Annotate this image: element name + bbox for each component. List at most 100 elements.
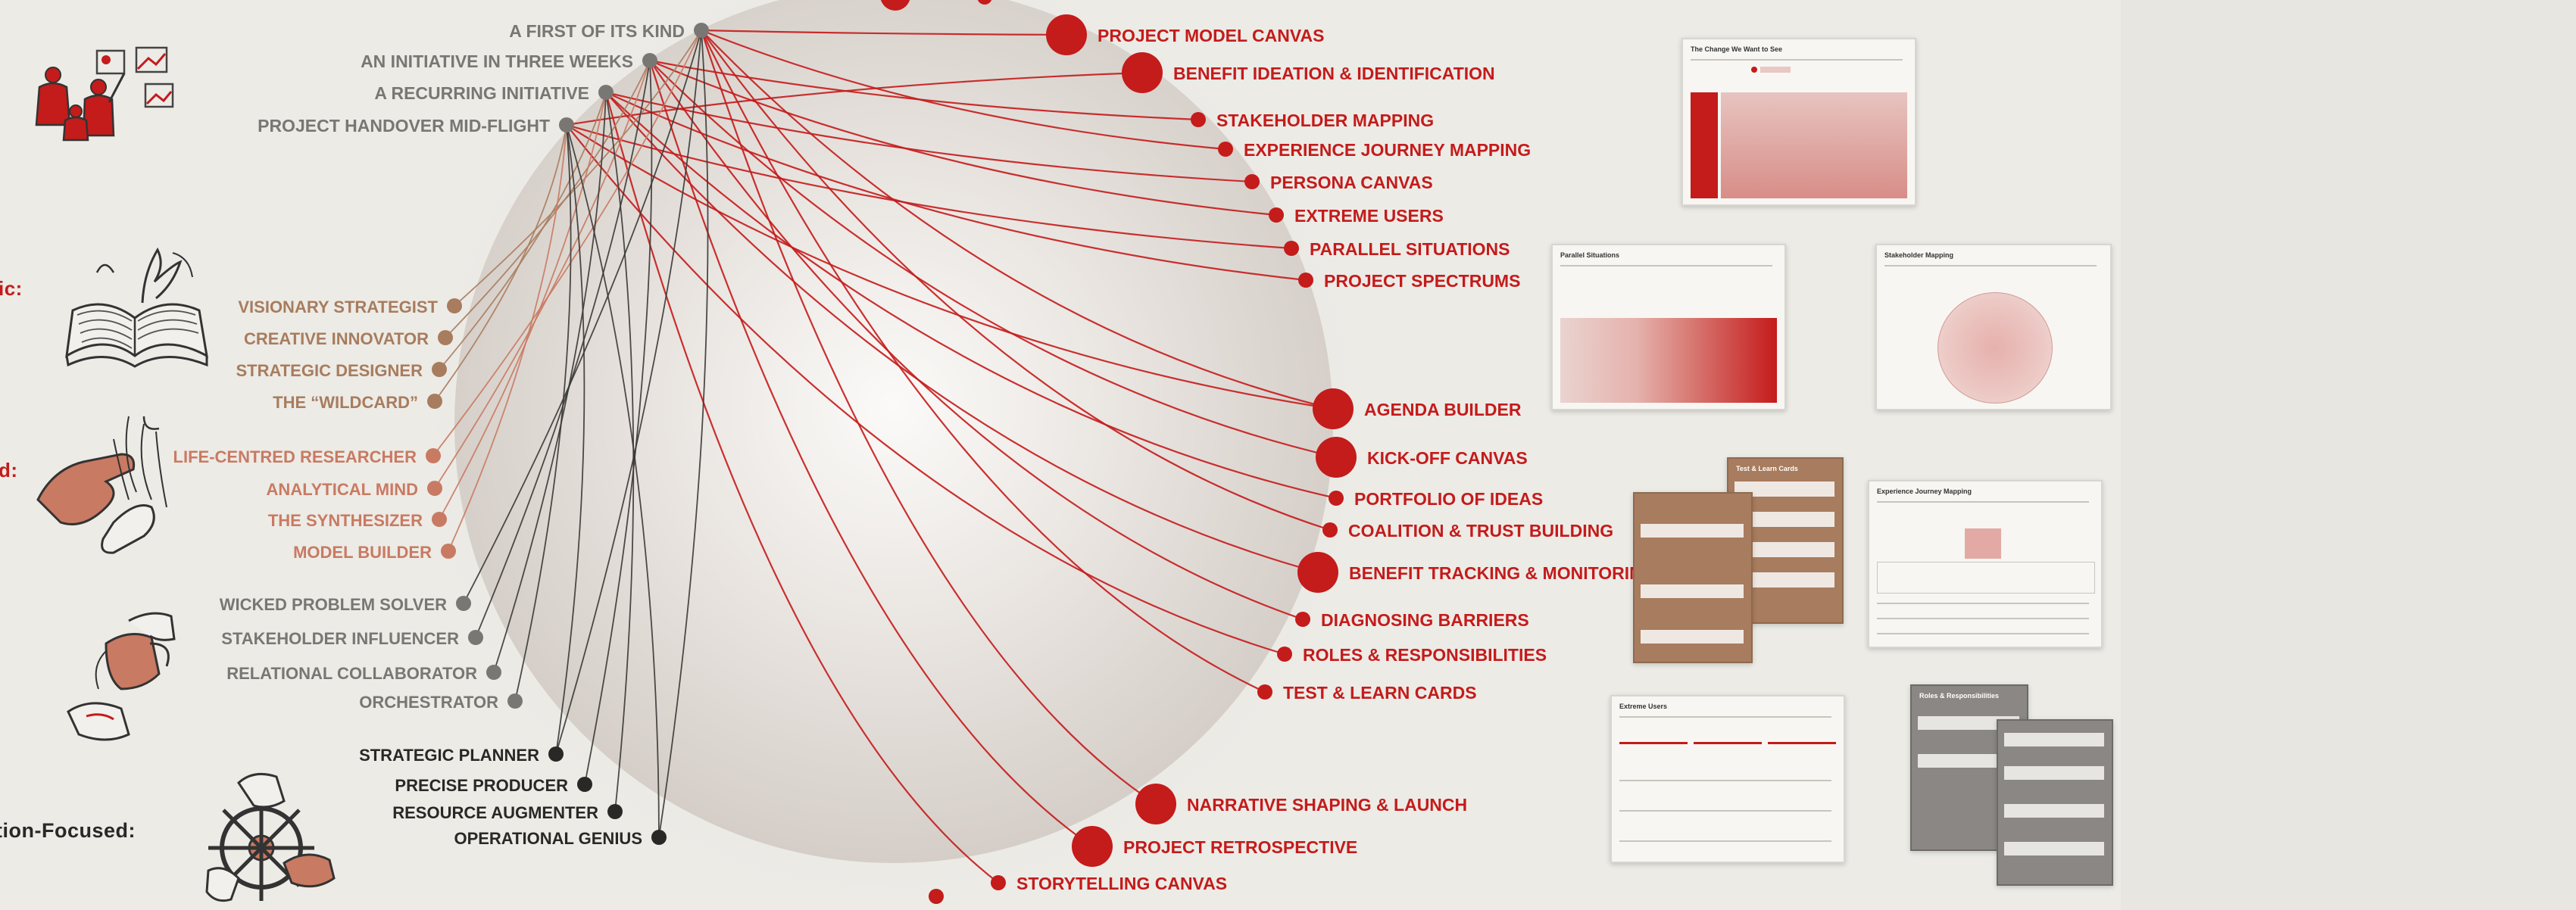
tool-node[interactable] <box>1313 388 1354 429</box>
context-label: A RECURRING INITIATIVE <box>374 83 589 103</box>
thumbnail-test-learn-back[interactable]: Test & Learn Cards <box>1727 457 1844 624</box>
link-line <box>493 92 607 673</box>
role-node[interactable] <box>577 777 592 792</box>
tool-label: ROLES & RESPONSIBILITIES <box>1303 645 1547 665</box>
link-line <box>439 92 607 520</box>
thumbnail-title: Roles & Responsibilities <box>1919 692 2000 700</box>
context-node[interactable] <box>642 53 657 68</box>
role-label: CREATIVE INNOVATOR <box>244 329 429 348</box>
link-line <box>649 60 1337 459</box>
link-line <box>649 59 1277 217</box>
link-line <box>475 60 651 638</box>
link-line <box>605 92 635 812</box>
link-line <box>555 124 585 755</box>
role-label: PRECISE PRODUCER <box>395 776 568 795</box>
context-node[interactable] <box>559 117 574 132</box>
role-node[interactable] <box>456 596 471 611</box>
tool-label: PARALLEL SITUATIONS <box>1310 239 1510 259</box>
role-node[interactable] <box>468 630 483 645</box>
link-line <box>434 124 567 402</box>
tool-node[interactable] <box>1244 174 1260 189</box>
tool-node[interactable] <box>1277 647 1292 662</box>
role-node[interactable] <box>438 330 453 345</box>
link-line <box>434 60 651 489</box>
role-node[interactable] <box>427 394 442 409</box>
tool-node[interactable] <box>1218 142 1233 157</box>
tool-node[interactable] <box>1191 112 1206 127</box>
tool-label: COALITION & TRUST BUILDING <box>1348 521 1613 541</box>
tool-node[interactable] <box>1269 207 1284 223</box>
link-line <box>605 91 1307 282</box>
section-label-human-centred: d: <box>0 459 18 481</box>
tool-node[interactable] <box>1295 612 1310 627</box>
tool-node[interactable] <box>1298 273 1313 288</box>
role-node[interactable] <box>447 298 462 313</box>
role-node[interactable] <box>607 804 623 819</box>
tool-node[interactable] <box>991 875 1006 890</box>
tool-label: BENEFIT TRACKING & MONITORING <box>1349 563 1656 583</box>
tool-node[interactable] <box>1046 14 1087 55</box>
tool-node[interactable] <box>1284 241 1299 256</box>
role-node[interactable] <box>432 512 447 527</box>
context-node[interactable] <box>598 85 614 100</box>
link-line <box>514 124 572 702</box>
tool-node-cropped[interactable] <box>929 889 944 904</box>
role-label: ANALYTICAL MIND <box>267 480 418 499</box>
pouring-jug-icon <box>67 612 176 741</box>
role-node[interactable] <box>427 481 442 496</box>
role-node[interactable] <box>486 665 501 680</box>
tool-label: PORTFOLIO OF IDEAS <box>1354 489 1543 509</box>
hands-weaving-icon <box>36 416 167 554</box>
link-line <box>701 29 1067 36</box>
thumbnail-title: Test & Learn Cards <box>1736 465 1798 472</box>
team-presenting-icon <box>35 46 174 142</box>
tool-node-cropped[interactable] <box>977 0 992 5</box>
role-node[interactable] <box>507 693 523 709</box>
link-line <box>463 30 702 604</box>
tool-node[interactable] <box>1329 491 1344 506</box>
thumbnail-roles-front[interactable] <box>1997 719 2113 886</box>
link-line <box>649 59 1199 121</box>
thumbnail-title: Experience Journey Mapping <box>1877 488 1972 495</box>
tool-node[interactable] <box>1135 784 1176 824</box>
tool-label: BENEFIT IDEATION & IDENTIFICATION <box>1173 64 1495 83</box>
right-margin <box>2121 0 2576 910</box>
tool-node[interactable] <box>1316 437 1357 478</box>
role-node[interactable] <box>426 448 441 463</box>
tool-node[interactable] <box>1322 522 1338 538</box>
tool-node[interactable] <box>1072 826 1113 867</box>
center-disk <box>454 0 1333 863</box>
tool-label: DIAGNOSING BARRIERS <box>1321 610 1529 630</box>
thumbnail-experience-journey[interactable]: Experience Journey Mapping <box>1868 480 2103 648</box>
role-label: THE “WILDCARD” <box>273 393 418 412</box>
tool-node-cropped[interactable] <box>880 0 910 11</box>
nodes-layer <box>426 0 1357 904</box>
tool-label: EXTREME USERS <box>1294 206 1444 226</box>
tool-node[interactable] <box>1122 52 1163 93</box>
tool-node[interactable] <box>1297 552 1338 593</box>
thumbnail-test-learn-front[interactable] <box>1633 492 1753 663</box>
tool-label: STORYTELLING CANVAS <box>1016 874 1227 893</box>
link-line <box>700 30 1157 805</box>
link-line <box>448 124 567 552</box>
link-line <box>604 92 999 884</box>
role-node[interactable] <box>441 544 456 559</box>
open-book-icon <box>65 247 208 368</box>
thumbnail-title: Stakeholder Mapping <box>1884 251 1954 259</box>
role-node[interactable] <box>651 830 667 845</box>
thumbnail-change-we-want[interactable]: The Change We Want to See <box>1681 38 1916 206</box>
context-node[interactable] <box>694 23 709 38</box>
link-line <box>701 30 1331 531</box>
tool-label: PROJECT MODEL CANVAS <box>1098 26 1324 45</box>
tool-node[interactable] <box>1257 684 1272 700</box>
link-line <box>701 29 1226 151</box>
role-label: MODEL BUILDER <box>293 543 432 562</box>
thumbnail-parallel-situations[interactable]: Parallel Situations <box>1551 244 1786 410</box>
role-node[interactable] <box>432 362 447 377</box>
tool-label: PROJECT RETROSPECTIVE <box>1123 837 1357 857</box>
thumbnail-stakeholder-mapping[interactable]: Stakeholder Mapping <box>1875 244 2112 410</box>
thumbnail-extreme-users[interactable]: Extreme Users <box>1610 695 1845 863</box>
role-node[interactable] <box>548 746 564 762</box>
link-line <box>432 30 702 457</box>
